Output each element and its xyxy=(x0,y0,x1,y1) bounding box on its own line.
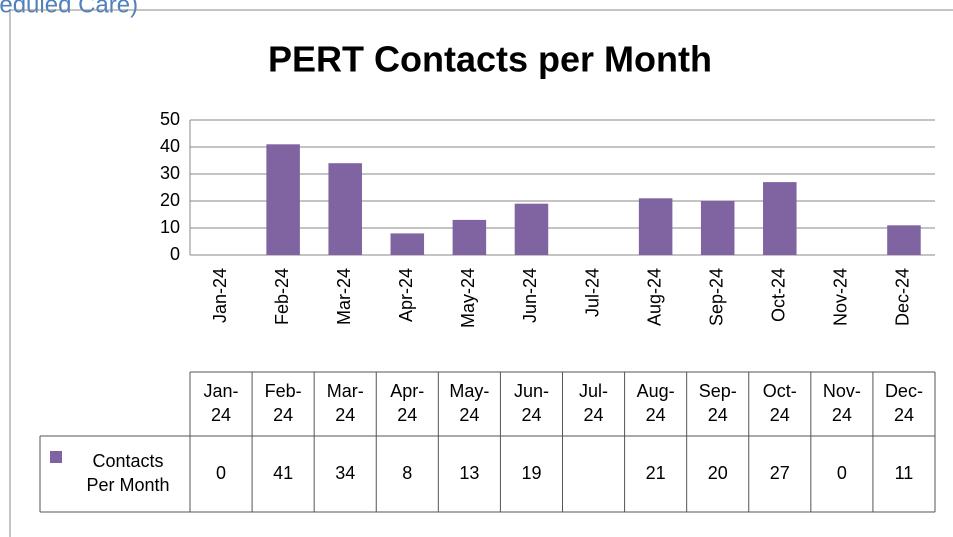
table-header: Jun-24 xyxy=(514,381,549,425)
page-heading: (Scheduled Care) xyxy=(0,0,138,18)
y-tick-label: 40 xyxy=(160,136,180,156)
x-tick-label: Apr-24 xyxy=(396,268,416,322)
chart-title: PERT Contacts per Month xyxy=(268,39,712,80)
table-header: Nov-24 xyxy=(823,381,861,425)
table-value: 0 xyxy=(837,463,847,483)
table-value: 41 xyxy=(273,463,293,483)
table-header: Oct-24 xyxy=(763,381,797,425)
bar xyxy=(700,201,735,255)
x-tick-label: Mar-24 xyxy=(334,268,354,325)
table-value: 13 xyxy=(459,463,479,483)
table-header: Dec-24 xyxy=(885,381,923,425)
x-tick-label: Oct-24 xyxy=(769,268,789,322)
bar xyxy=(390,233,425,255)
x-tick-label: Jun-24 xyxy=(520,268,540,323)
table-header: Sep-24 xyxy=(699,381,737,425)
table-header: Apr-24 xyxy=(390,381,424,425)
x-tick-label: Dec-24 xyxy=(893,268,913,326)
table-value: 8 xyxy=(402,463,412,483)
bar xyxy=(328,163,362,255)
y-tick-label: 0 xyxy=(170,244,180,264)
bar xyxy=(514,203,549,255)
legend-label: Contacts Per Month xyxy=(86,451,169,495)
x-tick-label: Feb-24 xyxy=(272,268,292,325)
table-value: 11 xyxy=(895,463,914,483)
table-value: 21 xyxy=(646,463,666,483)
table-header: Mar-24 xyxy=(327,381,364,425)
table-value: 34 xyxy=(335,463,355,483)
x-tick-label: Sep-24 xyxy=(706,268,726,326)
y-tick-label: 20 xyxy=(160,190,180,210)
table-value: 0 xyxy=(216,463,226,483)
table-header: May-24 xyxy=(449,381,489,425)
bar xyxy=(638,198,673,255)
table-header: Jul-24 xyxy=(579,381,608,425)
bar xyxy=(887,225,921,255)
table-value: 27 xyxy=(770,463,790,483)
table-value: 20 xyxy=(708,463,728,483)
bar xyxy=(452,219,487,255)
y-tick-label: 50 xyxy=(160,109,180,129)
x-tick-label: May-24 xyxy=(458,268,478,328)
x-tick-label: Jul-24 xyxy=(582,268,602,317)
table-header: Jan-24 xyxy=(204,381,239,425)
table-header: Feb-24 xyxy=(265,381,302,425)
x-tick-label: Nov-24 xyxy=(831,268,851,326)
x-tick-label: Jan-24 xyxy=(210,268,230,323)
y-tick-label: 10 xyxy=(160,217,180,237)
bar xyxy=(763,182,797,255)
x-tick-label: Aug-24 xyxy=(644,268,664,326)
legend-swatch xyxy=(50,451,62,463)
y-tick-label: 30 xyxy=(160,163,180,183)
table-value: 19 xyxy=(521,463,541,483)
table-header: Aug-24 xyxy=(637,381,675,425)
bar xyxy=(266,144,300,255)
